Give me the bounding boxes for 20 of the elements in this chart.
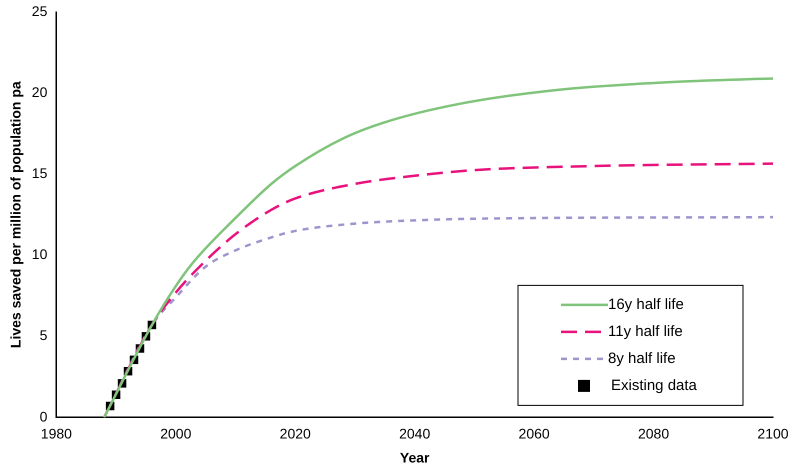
legend-label: 11y half life xyxy=(608,323,683,340)
y-tick-label: 20 xyxy=(32,84,48,100)
x-tick-label: 2060 xyxy=(518,426,550,442)
y-tick-label: 15 xyxy=(32,165,48,182)
x-tick-label: 1980 xyxy=(40,426,72,442)
x-tick-label: 2020 xyxy=(280,426,312,442)
y-tick-label: 10 xyxy=(32,246,48,262)
y-tick-label: 25 xyxy=(32,2,48,19)
x-tick-label: 2040 xyxy=(399,426,430,442)
x-tick-label: 2100 xyxy=(757,426,789,442)
line-series xyxy=(102,77,773,418)
x-axis-title: Year xyxy=(400,449,430,466)
legend-label: 16y half life xyxy=(608,296,684,314)
y-tick-label: 0 xyxy=(40,408,48,424)
y-axis-title: Lives saved per million of population pa xyxy=(7,81,24,348)
legend-label: 8y half life xyxy=(608,350,676,368)
legend-label: Existing data xyxy=(611,377,698,394)
y-tick-label: 5 xyxy=(40,327,48,344)
x-tick-label: 2000 xyxy=(160,426,192,442)
x-tick-label: 2080 xyxy=(638,426,670,442)
